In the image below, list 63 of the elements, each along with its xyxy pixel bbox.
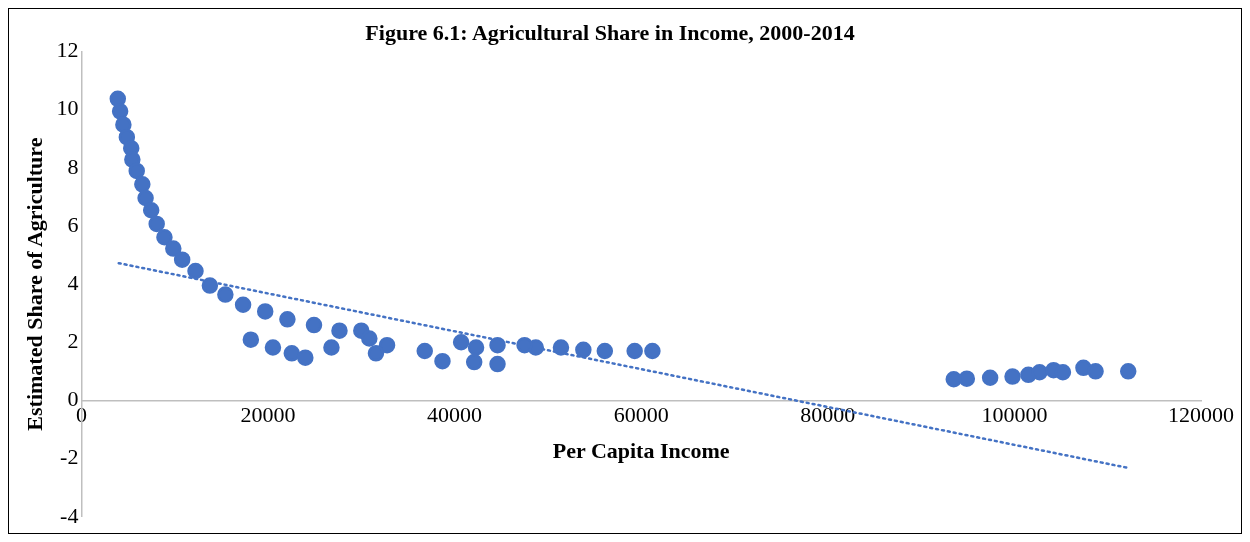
point: [148, 215, 165, 233]
point: [644, 342, 661, 360]
point: [137, 189, 154, 207]
point: [279, 311, 296, 328]
y-tick-label: 2: [67, 328, 79, 354]
x-tick-label: 80000: [800, 402, 856, 428]
point: [305, 316, 323, 334]
point: [361, 330, 378, 347]
point: [283, 345, 301, 362]
x-tick-label: 120000: [1168, 402, 1234, 428]
point: [165, 240, 182, 257]
point: [1087, 363, 1104, 380]
point: [187, 262, 204, 280]
y-tick-label: 10: [56, 95, 79, 121]
point: [297, 349, 314, 366]
point: [958, 370, 976, 387]
point: [465, 353, 483, 371]
point: [596, 342, 614, 360]
y-tick-label: -4: [60, 502, 79, 528]
point: [264, 339, 282, 356]
point: [256, 303, 274, 320]
x-tick-label: 20000: [240, 402, 296, 428]
point: [323, 339, 340, 356]
point: [331, 322, 348, 339]
point: [981, 369, 999, 387]
point: [1031, 363, 1048, 381]
y-axis-title: Estimated Share of Agriculture: [21, 137, 47, 431]
x-axis-title: Per Capita Income: [552, 437, 730, 463]
point: [134, 176, 151, 193]
point: [1119, 363, 1137, 380]
chart-title: Figure 6.1: Agricultural Share in Income, 2000-2014: [365, 19, 855, 45]
point: [142, 201, 160, 219]
point: [173, 251, 191, 268]
point: [552, 339, 570, 356]
x-tick-label: 40000: [427, 402, 483, 428]
point: [242, 331, 260, 348]
y-tick-label: -2: [60, 444, 79, 470]
point: [575, 341, 592, 359]
point: [234, 296, 252, 313]
point: [489, 336, 506, 354]
point: [1054, 363, 1072, 381]
point: [1004, 368, 1021, 385]
point: [945, 370, 963, 388]
y-tick-label: 12: [56, 37, 79, 63]
point: [489, 355, 506, 373]
point: [156, 229, 173, 246]
point: [111, 103, 129, 120]
point: [201, 277, 219, 294]
point: [217, 286, 234, 303]
point: [367, 345, 385, 362]
point: [434, 352, 451, 370]
point: [516, 336, 533, 354]
point: [128, 162, 145, 180]
point: [416, 342, 433, 360]
point: [467, 339, 485, 356]
y-tick-label: 4: [67, 269, 79, 295]
point: [452, 334, 470, 351]
point: [378, 336, 396, 354]
x-tick-label: 60000: [613, 402, 669, 428]
y-tick-label: 6: [67, 211, 79, 237]
y-tick-label: 8: [67, 153, 79, 179]
x-tick-label: 100000: [981, 402, 1048, 428]
point: [626, 342, 643, 360]
